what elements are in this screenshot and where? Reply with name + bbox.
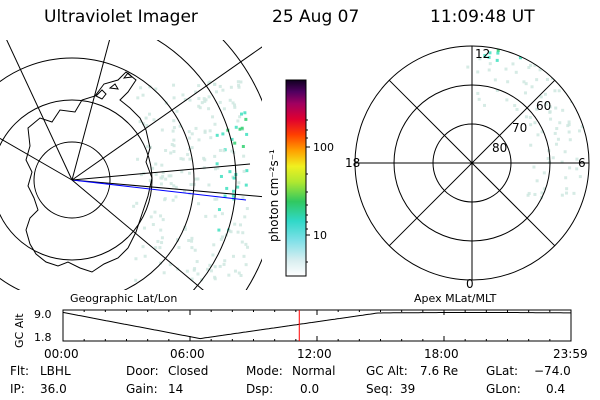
- seq-value: 39: [400, 382, 416, 396]
- aurora-emission-geo: [132, 80, 250, 282]
- timeline-ytick-bottom: 1.8: [34, 331, 52, 344]
- colorbar-tick-10: 10: [313, 229, 327, 242]
- timeline-ytick-top: 9.0: [34, 308, 52, 321]
- mlat-label-80: 80: [492, 141, 507, 155]
- gc-alt-label: GC Alt:: [366, 364, 408, 378]
- seq-label: Seq:: [366, 382, 393, 396]
- coastline: [25, 71, 153, 273]
- aurora-emission-polar: [466, 48, 584, 199]
- glon-label: GLon:: [486, 382, 521, 396]
- mlat-label-70: 70: [512, 121, 527, 135]
- glat-value: −74.0: [534, 364, 571, 378]
- geographic-map: [0, 40, 262, 290]
- date-label: 25 Aug 07: [272, 7, 360, 27]
- time-label: 11:09:48 UT: [430, 7, 535, 27]
- timeline-xtick-0600: 06:00: [170, 347, 205, 361]
- door-label: Door:: [126, 364, 159, 378]
- mlt-label-18: 18: [345, 156, 360, 170]
- dsp-value: 0.0: [300, 382, 320, 396]
- filter-value: LBHL: [40, 364, 71, 378]
- mlt-label-12: 12: [475, 47, 490, 61]
- mode-value: Normal: [292, 364, 336, 378]
- mode-label: Mode:: [246, 364, 283, 378]
- timeline-xtick-1800: 18:00: [424, 347, 459, 361]
- mlt-label-6: 6: [578, 156, 586, 170]
- instrument-title: Ultraviolet Imager: [44, 7, 198, 27]
- gc-alt-value: 7.6 Re: [420, 364, 459, 378]
- geographic-panel-label: Geographic Lat/Lon: [70, 292, 177, 305]
- colorbar: [285, 79, 307, 277]
- ip-value: 36.0: [40, 382, 67, 396]
- glat-label: GLat:: [486, 364, 519, 378]
- ip-label: IP:: [10, 382, 25, 396]
- dsp-label: Dsp:: [246, 382, 274, 396]
- door-value: Closed: [168, 364, 209, 378]
- timeline-ylabel: GC Alt: [13, 313, 26, 348]
- colorbar-label: photon cm⁻²s⁻¹: [267, 149, 281, 242]
- timeline-xtick-0000: 00:00: [44, 347, 79, 361]
- mlt-label-0: 0: [466, 277, 474, 291]
- colorbar-tick-100: 100: [313, 141, 334, 154]
- altitude-curve: [62, 311, 571, 340]
- gain-value: 14: [168, 382, 184, 396]
- filter-label: Flt:: [10, 364, 29, 378]
- noon-meridian-line: [71, 179, 247, 201]
- glon-value: 0.4: [546, 382, 566, 396]
- altitude-timeline: [62, 309, 572, 342]
- timeline-xtick-1200: 12:00: [297, 347, 332, 361]
- timeline-xtick-2359: 23:59: [553, 347, 588, 361]
- polar-panel-label: Apex MLat/MLT: [414, 292, 497, 305]
- gain-label: Gain:: [126, 382, 158, 396]
- mlat-label-60: 60: [536, 99, 551, 113]
- polar-mlat-mlt-plot: [354, 45, 590, 281]
